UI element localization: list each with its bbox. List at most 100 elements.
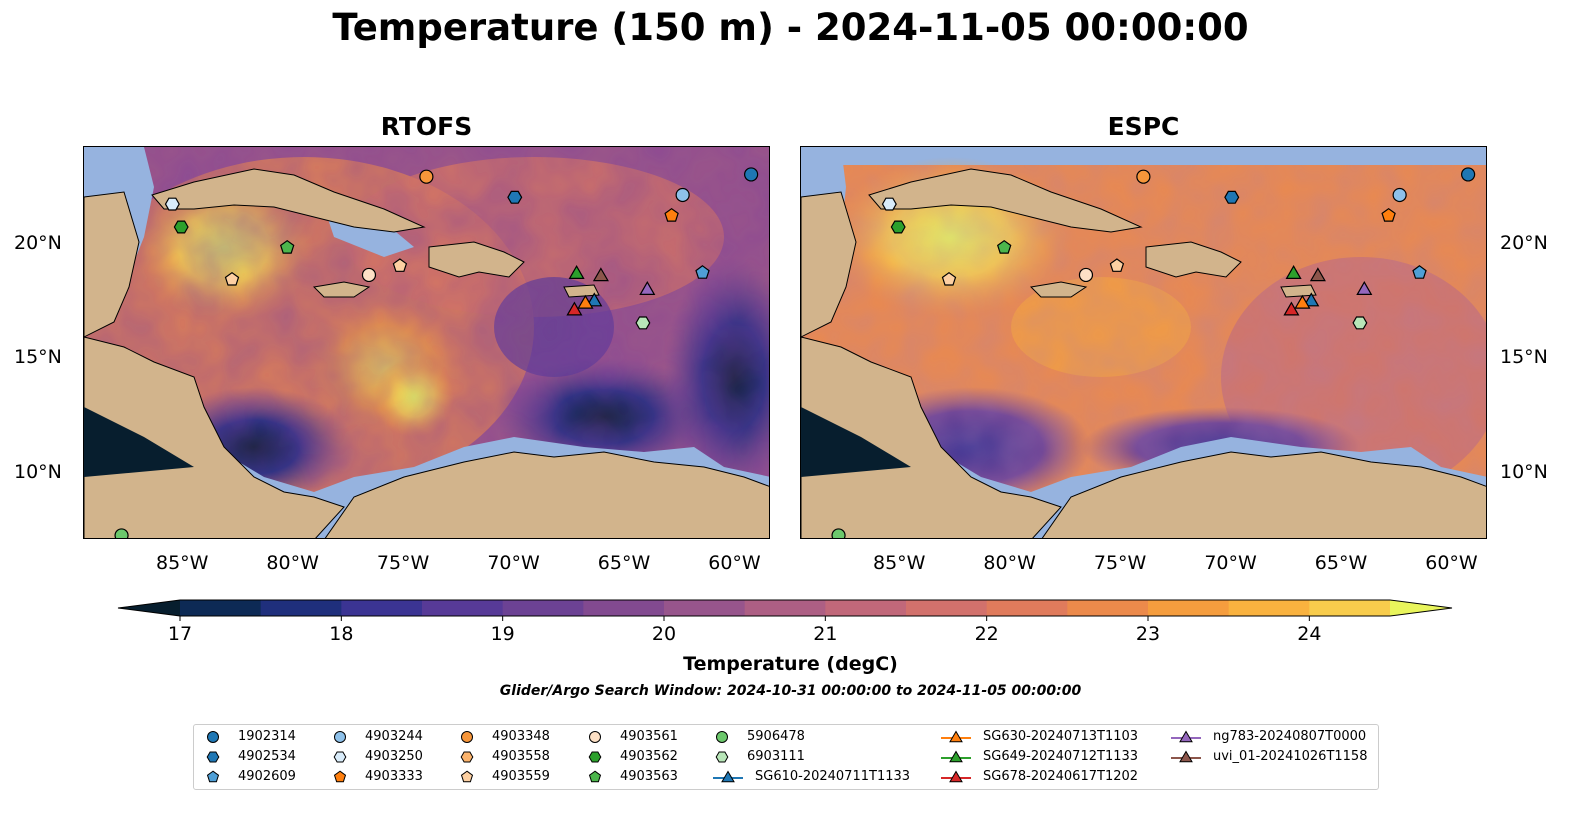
argo-float-marker[interactable]	[1381, 207, 1396, 222]
glider-marker[interactable]	[592, 267, 609, 282]
glider-marker[interactable]	[639, 280, 656, 295]
argo-float-marker[interactable]	[664, 207, 679, 222]
glider-marker[interactable]	[1303, 292, 1320, 307]
colorbar-bin	[664, 600, 746, 616]
legend-hexagon-icon	[333, 751, 347, 763]
glider-marker[interactable]	[1356, 280, 1373, 295]
argo-float-marker[interactable]	[675, 187, 690, 203]
argo-float-marker[interactable]	[173, 220, 189, 234]
land-yucatan	[801, 191, 857, 338]
colorbar-tick-label: 24	[1297, 623, 1321, 645]
argo-float-marker[interactable]	[114, 528, 129, 539]
lon-tick-label: 75°W	[1093, 552, 1147, 574]
argo-float-marker[interactable]	[1224, 190, 1240, 204]
legend-item-label: 4903559	[492, 769, 550, 784]
legend-item-label: 4902609	[238, 769, 296, 784]
glider-marker[interactable]	[566, 301, 583, 316]
argo-float-marker[interactable]	[890, 220, 906, 234]
land-south-america	[1041, 451, 1486, 538]
argo-float-marker[interactable]	[1412, 265, 1427, 279]
lon-tick-label: 75°W	[376, 552, 430, 574]
argo-float-marker[interactable]	[1109, 258, 1125, 272]
espc-map[interactable]	[800, 146, 1487, 539]
colorbar-bin	[1228, 600, 1310, 616]
espc-map-canvas	[801, 147, 1486, 539]
legend-triangle-icon	[941, 750, 971, 763]
land-puerto-rico	[1280, 284, 1317, 298]
land-central-america	[801, 336, 1062, 538]
lon-tick-label: 80°W	[266, 552, 319, 574]
rtofs-map[interactable]	[83, 146, 770, 539]
search-window-caption: Glider/Argo Search Window: 2024-10-31 00…	[499, 683, 1082, 699]
argo-float-marker[interactable]	[392, 258, 408, 272]
colorbar-tick-label: 20	[652, 623, 676, 645]
legend-item-label: SG630-20240713T1103	[983, 729, 1139, 744]
legend-item-label: 4903558	[492, 749, 550, 764]
legend-circle-icon	[334, 731, 346, 743]
argo-float-marker[interactable]	[164, 197, 180, 211]
argo-float-marker[interactable]	[361, 267, 377, 283]
legend-item-label: SG610-20240711T1133	[755, 769, 911, 784]
legend-triangle-icon	[941, 730, 971, 743]
colorbar-bin	[986, 600, 1068, 616]
colorbar: 17 18 19 20 21 22 23 24	[117, 599, 1453, 645]
argo-float-marker[interactable]	[1136, 169, 1151, 184]
argo-float-marker[interactable]	[635, 316, 651, 330]
legend-pentagon-icon	[206, 770, 220, 783]
argo-float-marker[interactable]	[507, 190, 523, 204]
legend-item-label: 4903562	[620, 749, 678, 764]
argo-float-marker[interactable]	[941, 271, 957, 286]
lon-tick-label: 65°W	[597, 552, 651, 574]
colorbar-tick-label: 23	[1136, 623, 1160, 645]
argo-float-marker[interactable]	[419, 169, 434, 184]
colorbar-bin	[260, 600, 342, 616]
colorbar-bin	[825, 600, 907, 616]
lon-tick-label: 70°W	[1204, 552, 1257, 574]
argo-float-marker[interactable]	[1392, 187, 1407, 203]
land-central-america	[84, 336, 345, 538]
argo-float-marker[interactable]	[695, 265, 710, 279]
lat-tick-label-right: 15°N	[1500, 346, 1548, 369]
legend-item-label: SG649-20240712T1133	[983, 749, 1139, 764]
glider-marker[interactable]	[586, 292, 603, 307]
argo-float-marker[interactable]	[996, 239, 1012, 254]
glider-marker[interactable]	[568, 264, 585, 279]
land-south-america	[324, 451, 769, 538]
land-puerto-rico	[563, 284, 600, 298]
colorbar-max-extension	[1390, 600, 1452, 616]
argo-float-marker[interactable]	[881, 197, 897, 211]
land-hispaniola	[1145, 241, 1242, 278]
argo-float-marker[interactable]	[224, 271, 240, 286]
legend-hexagon-icon	[460, 751, 474, 763]
rtofs-map-canvas	[84, 147, 769, 539]
legend-item-label: 4903250	[365, 749, 423, 764]
lon-tick-label: 85°W	[872, 552, 926, 574]
glider-marker[interactable]	[1285, 264, 1302, 279]
glider-marker[interactable]	[1294, 294, 1311, 309]
land-jamaica	[1029, 281, 1088, 298]
glider-marker[interactable]	[1309, 267, 1326, 282]
panel-title-rtofs: RTOFS	[380, 112, 473, 141]
colorbar-bin	[502, 600, 584, 616]
argo-float-marker[interactable]	[831, 528, 846, 539]
glider-marker[interactable]	[1283, 301, 1300, 316]
no-data-band	[801, 147, 1486, 165]
colorbar-bin	[906, 600, 988, 616]
legend-item-label: 4903563	[620, 769, 678, 784]
land-yucatan	[84, 191, 140, 338]
glider-marker[interactable]	[577, 294, 594, 309]
argo-float-marker[interactable]	[1461, 167, 1476, 182]
argo-float-marker[interactable]	[279, 239, 295, 254]
lat-tick-label-left: 15°N	[14, 346, 62, 369]
legend-item-label: 4903561	[620, 729, 678, 744]
legend-circle-icon	[207, 731, 219, 743]
argo-float-marker[interactable]	[744, 167, 759, 182]
lat-tick-label-right: 20°N	[1500, 232, 1548, 255]
argo-float-marker[interactable]	[1352, 316, 1368, 330]
lon-tick-label: 80°W	[983, 552, 1036, 574]
pacific-cold	[84, 407, 194, 477]
lon-tick-label: 85°W	[155, 552, 209, 574]
lon-tick-label: 60°W	[1425, 552, 1478, 574]
argo-float-marker[interactable]	[1078, 267, 1094, 283]
legend-item-label: 4903244	[365, 729, 423, 744]
